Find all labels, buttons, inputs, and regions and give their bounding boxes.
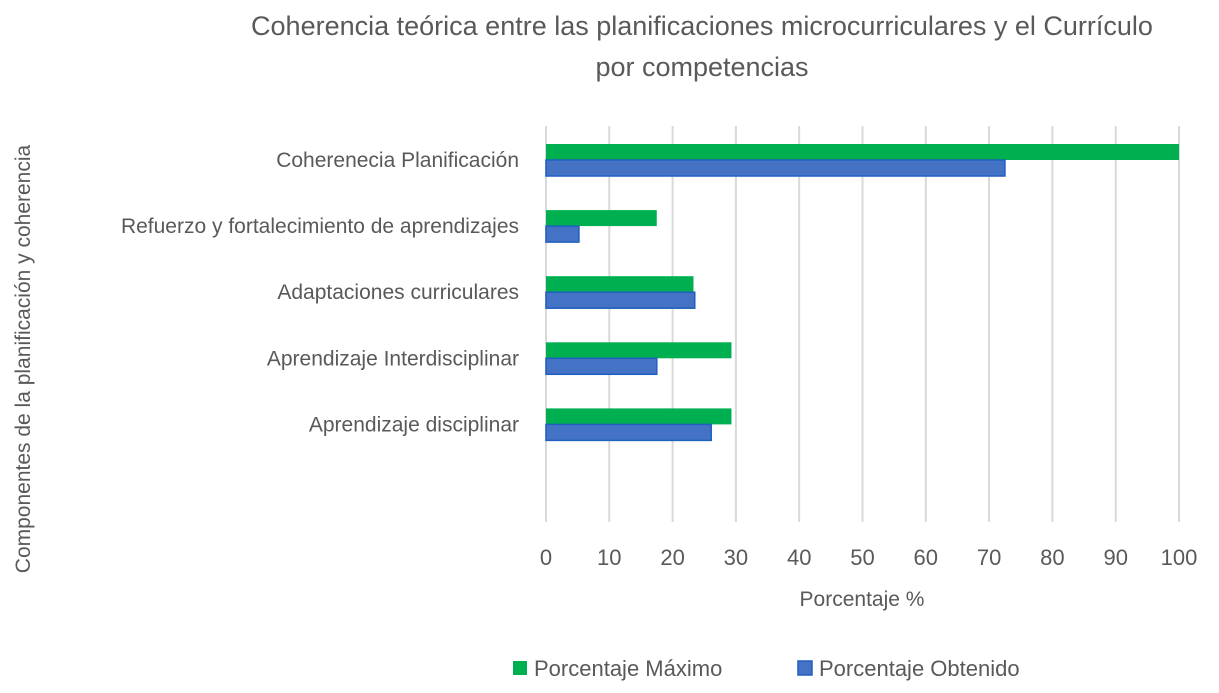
bar-obtenido-2 [545,291,696,309]
bar-maximo-2 [546,276,694,293]
x-tick-label-5: 50 [850,545,874,570]
x-tick-label-6: 60 [914,545,938,570]
bar-obtenido-0 [545,159,1006,177]
x-tick-label-1: 10 [597,545,621,570]
x-tick-labels: 0 10 20 30 40 50 60 70 80 90 100 [540,545,1197,570]
bar-maximo-0 [546,144,1179,160]
legend-swatch-1 [797,660,813,676]
x-tick-label-3: 30 [724,545,748,570]
gridlines [545,126,1180,522]
category-label-1: Refuerzo y fortalecimiento de aprendizaj… [121,215,519,238]
bar-maximo-4 [546,408,732,425]
x-tick-label-10: 100 [1161,545,1198,570]
bar-obtenido-1 [545,225,580,243]
x-tick-label-4: 40 [787,545,811,570]
bar-obtenido-4 [545,423,712,442]
chart-title-line-2: por competencias [595,52,808,82]
bar-obtenido-3 [545,357,658,376]
x-tick-label-2: 20 [660,545,684,570]
x-tick-label-7: 70 [977,545,1001,570]
bar-maximo-3 [546,342,732,359]
legend: Porcentaje Máximo Porcentaje Obtenido [513,656,1020,681]
category-label-2: Adaptaciones curriculares [277,281,519,304]
x-tick-label-8: 80 [1040,545,1064,570]
category-label-3: Aprendizaje Interdisciplinar [267,347,519,370]
category-label-4: Aprendizaje disciplinar [309,413,519,436]
legend-label-0: Porcentaje Máximo [534,656,722,681]
legend-swatch-0 [513,661,527,675]
y-axis-title: Componentes de la planificación y cohere… [12,144,35,573]
bar-maximo-1 [546,210,657,227]
chart-title-line-1: Coherencia teórica entre las planificaci… [251,11,1153,41]
bars [545,144,1179,442]
x-axis-title: Porcentaje % [800,588,925,611]
x-tick-label-9: 90 [1103,545,1127,570]
category-label-0: Coherenecia Planificación [276,149,519,172]
category-labels: Coherenecia Planificación Refuerzo y fort… [121,149,519,436]
x-tick-label-0: 0 [540,545,552,570]
legend-label-1: Porcentaje Obtenido [819,656,1020,681]
